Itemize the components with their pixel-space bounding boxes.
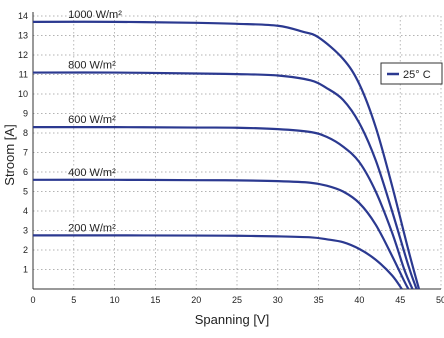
y-tick-label: 5 xyxy=(23,187,28,197)
y-tick-label: 12 xyxy=(18,50,28,60)
y-tick-label: 4 xyxy=(23,206,28,216)
y-tick-label: 10 xyxy=(18,89,28,99)
legend-frame xyxy=(380,62,443,85)
series-line xyxy=(32,178,410,290)
series-line xyxy=(32,71,418,290)
x-axis-title: Spanning [V] xyxy=(195,312,269,327)
legend-label: 25° C xyxy=(403,69,431,81)
y-tick-label: 1 xyxy=(23,265,28,275)
y-tick-label: 6 xyxy=(23,167,28,177)
x-tick-label: 5 xyxy=(71,295,76,305)
y-tick-label: 9 xyxy=(23,109,28,119)
legend: 25° C xyxy=(380,62,443,85)
x-tick-label: 0 xyxy=(30,295,35,305)
series-label: 600 W/m² xyxy=(68,114,116,126)
y-axis-title: Stroom [A] xyxy=(2,124,17,185)
series-line xyxy=(32,234,403,290)
series-label: 400 W/m² xyxy=(68,167,116,179)
y-tick-label: 11 xyxy=(19,70,28,80)
x-tick-label: 45 xyxy=(395,295,405,305)
x-tick-label: 40 xyxy=(354,295,364,305)
y-tick-label: 3 xyxy=(23,226,28,236)
series-labels: 1000 W/m² 800 W/m² 600 W/m² 400 W/m² 200 W/m… xyxy=(68,9,122,235)
y-tick-label: 7 xyxy=(23,148,28,158)
x-tick-label: 15 xyxy=(150,295,160,305)
series-line xyxy=(32,20,421,290)
y-tick-label: 2 xyxy=(23,245,28,255)
series-label: 800 W/m² xyxy=(68,60,116,72)
x-tick-label: 30 xyxy=(273,295,283,305)
series-label: 200 W/m² xyxy=(68,222,116,234)
series-line xyxy=(32,126,414,290)
x-tick-label: 10 xyxy=(110,295,120,305)
y-tick-label: 14 xyxy=(18,11,28,21)
series-lines xyxy=(32,20,421,290)
grid xyxy=(33,15,442,289)
x-tick-label: 25 xyxy=(232,295,242,305)
x-tick-label: 50 xyxy=(436,295,444,305)
x-tick-label: 35 xyxy=(314,295,324,305)
y-tick-label: 8 xyxy=(23,128,28,138)
x-tick-label: 20 xyxy=(191,295,201,305)
series-label: 1000 W/m² xyxy=(68,9,122,21)
y-tick-label: 13 xyxy=(18,31,28,41)
